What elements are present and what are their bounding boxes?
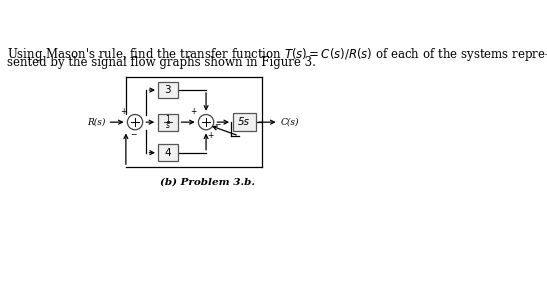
Text: sented by the signal flow graphs shown in Figure 3.: sented by the signal flow graphs shown i… — [8, 57, 316, 70]
Bar — [158, 144, 178, 161]
Bar — [158, 114, 178, 131]
Bar — [158, 82, 178, 99]
Text: +: + — [120, 107, 127, 116]
Text: 5s: 5s — [238, 117, 250, 127]
Text: −: − — [130, 131, 137, 139]
Text: s: s — [166, 121, 170, 130]
Text: Using Mason's rule, find the transfer function $T(s) = C(s)/R(s)$ of each of the: Using Mason's rule, find the transfer fu… — [8, 46, 547, 63]
Text: (b) Problem 3.b.: (b) Problem 3.b. — [160, 178, 255, 187]
Circle shape — [199, 114, 214, 130]
Text: 1: 1 — [166, 114, 170, 124]
Text: C(s): C(s) — [280, 118, 299, 127]
Circle shape — [127, 114, 143, 130]
Text: 3: 3 — [165, 85, 171, 95]
Text: +: + — [190, 107, 197, 116]
Text: −: − — [214, 120, 221, 129]
Bar — [233, 113, 255, 131]
Text: +: + — [208, 131, 214, 139]
Text: R(s): R(s) — [87, 118, 105, 127]
Text: 4: 4 — [165, 148, 171, 158]
